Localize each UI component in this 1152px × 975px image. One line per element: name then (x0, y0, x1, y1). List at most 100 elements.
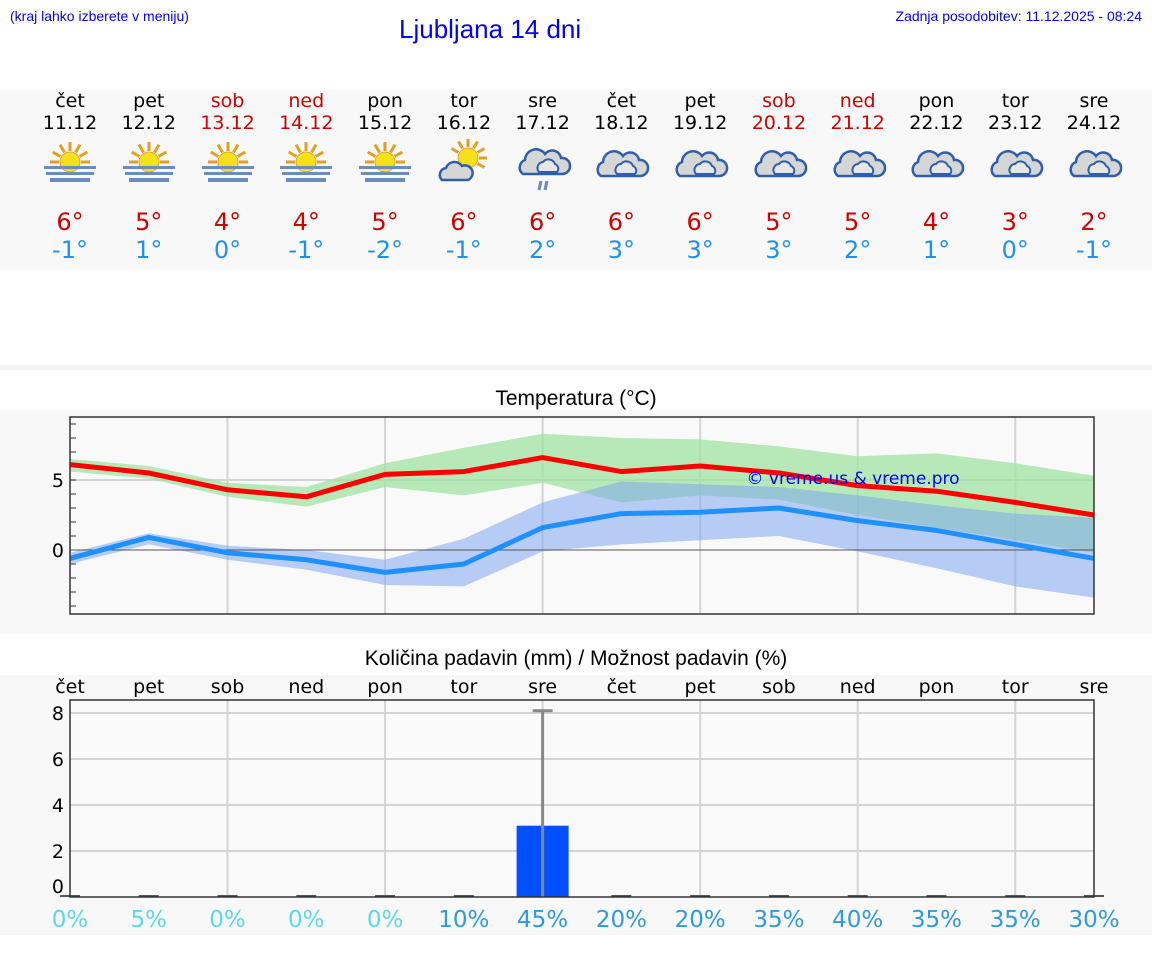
max-temp: 5° (135, 208, 163, 236)
day-name: pon (918, 90, 955, 112)
precip-probability: 35% (911, 907, 962, 933)
x-category-label: sob (762, 676, 796, 698)
max-temp: 6° (56, 208, 84, 236)
forecast-strip: čet 11.12 6° -1° pet 12.12 5° 1° sob 13.12… (0, 90, 1152, 270)
day-date: 17.12 (515, 112, 570, 134)
precip-probability: 0% (52, 907, 89, 933)
max-temp: 5° (371, 208, 399, 236)
precip-probability: 30% (1068, 907, 1119, 933)
x-category-label: ned (288, 676, 324, 698)
cloudy-icon (833, 150, 886, 178)
precipitation-chart-title: Količina padavin (mm) / Možnost padavin … (364, 647, 788, 670)
min-temp: 3° (607, 236, 636, 264)
min-temp: 2° (528, 236, 557, 264)
forecast-day: pon 15.12 5° -2° (345, 90, 425, 264)
sun-fog-icon (44, 142, 96, 182)
min-temp: -1° (52, 236, 88, 264)
day-date: 15.12 (357, 112, 413, 134)
min-temp: -1° (288, 236, 325, 264)
max-temp: 6° (450, 208, 478, 236)
day-name: pet (133, 90, 165, 112)
day-name: tor (450, 90, 478, 112)
forecast-day: pet 12.12 5° 1° (109, 90, 189, 264)
day-date: 16.12 (436, 112, 492, 134)
precip-probability: 20% (596, 907, 647, 933)
max-temp: 6° (607, 208, 636, 236)
x-category-label: pet (685, 676, 716, 698)
sun-fog-icon (122, 142, 175, 182)
x-category-label: tor (450, 676, 477, 698)
temperature-chart-title: Temperatura (°C) (495, 387, 657, 410)
last-updated: Zadnja posodobitev: 11.12.2025 - 08:24 (895, 8, 1142, 24)
y-tick-label: 8 (52, 703, 64, 725)
y-tick-label: 5 (52, 470, 64, 492)
max-temp: 6° (686, 208, 714, 236)
location-hint: (kraj lahko izberete v meniju) (10, 8, 189, 24)
max-temp-range-band (70, 433, 1094, 553)
x-category-label: čet (607, 676, 637, 698)
forecast-day: ned 21.12 5° 2° (818, 90, 898, 264)
divider (0, 365, 1152, 370)
max-temp: 4° (922, 208, 951, 236)
precip-probability: 0% (209, 907, 246, 933)
forecast-day: ned 14.12 4° -1° (266, 90, 346, 264)
day-name: sob (210, 90, 245, 112)
partly-cloudy-icon (438, 139, 487, 182)
day-name: sre (1079, 90, 1109, 112)
min-temp: 1° (135, 236, 163, 264)
day-name: tor (1001, 90, 1029, 112)
x-category-label: sob (211, 676, 245, 698)
min-temp-range-band (70, 481, 1094, 598)
max-temp: 5° (844, 208, 872, 236)
min-temp: 2° (844, 236, 872, 264)
precip-probability: 0% (367, 907, 404, 933)
day-date: 13.12 (200, 112, 255, 134)
min-temp: -2° (367, 236, 404, 264)
plot-frame (69, 699, 1095, 898)
forecast-day: sob 13.12 4° 0° (188, 90, 268, 264)
day-date: 14.12 (279, 112, 334, 134)
sun-fog-icon (359, 142, 412, 182)
precip-probability: 40% (832, 907, 883, 933)
x-category-label: tor (1002, 676, 1029, 698)
cloudy-icon (596, 150, 650, 178)
precip-probability: 35% (753, 907, 804, 933)
forecast-day: čet 11.12 6° -1° (30, 90, 110, 264)
day-date: 19.12 (672, 112, 728, 134)
y-tick-label: 2 (52, 841, 64, 863)
x-category-label: ned (840, 676, 876, 698)
min-temp: 0° (1001, 236, 1029, 264)
day-name: pet (684, 90, 716, 112)
max-temp: 6° (528, 208, 557, 236)
min-temp: 0° (213, 236, 242, 264)
max-temp: 4° (213, 208, 242, 236)
y-tick-label: 0 (52, 540, 64, 562)
min-temp: 1° (922, 236, 951, 264)
day-date: 24.12 (1066, 112, 1122, 134)
cloudy-icon (911, 150, 965, 178)
day-date: 22.12 (909, 112, 964, 134)
max-temp: 4° (292, 208, 320, 236)
x-category-label: pon (367, 676, 403, 698)
precip-probability: 5% (131, 907, 168, 933)
cloudy-icon (675, 150, 729, 178)
forecast-day: čet 18.12 6° 3° (581, 90, 661, 264)
precip-probability: 35% (990, 907, 1041, 933)
cloudy-icon (754, 150, 808, 178)
min-temp: 3° (686, 236, 714, 264)
day-name: sre (528, 90, 558, 112)
day-name: čet (606, 90, 637, 112)
precip-probability: 45% (517, 907, 568, 933)
forecast-day: sob 20.12 5° 3° (739, 90, 819, 264)
max-temp-line (69, 455, 1095, 518)
forecast-day: sre 24.12 2° -1° (1054, 90, 1134, 264)
forecast-day: tor 23.12 3° 0° (975, 90, 1055, 264)
sun-fog-icon (280, 142, 333, 182)
day-date: 18.12 (594, 112, 649, 134)
day-name: čet (55, 90, 85, 112)
max-temp: 3° (1001, 208, 1029, 236)
day-name: ned (839, 90, 876, 112)
day-name: sob (762, 90, 796, 112)
